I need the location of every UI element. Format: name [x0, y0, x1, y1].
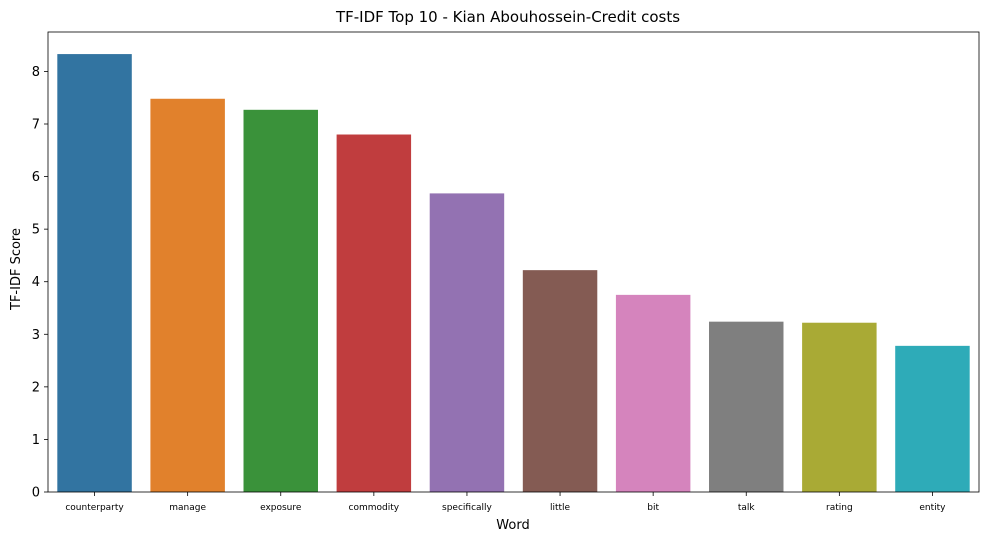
x-tick-label-entity: entity	[919, 503, 946, 513]
bar-counterparty	[57, 54, 132, 492]
bar-manage	[150, 98, 225, 492]
y-tick-label: 7	[32, 118, 40, 133]
bar-specifically	[429, 193, 505, 492]
bar-entity	[895, 345, 970, 492]
chart-title: TF-IDF Top 10 - Kian Abouhossein-Credit …	[335, 8, 680, 26]
y-axis: 0 1 2 3 4 5 6 7 8	[32, 65, 48, 501]
plot-area	[47, 31, 980, 493]
x-tick-label-rating: rating	[826, 503, 853, 513]
y-tick-label: 6	[32, 170, 40, 185]
y-tick-label: 0	[32, 486, 40, 501]
y-axis-label: TF-IDF Score	[9, 228, 24, 311]
y-tick-label: 4	[32, 275, 40, 290]
y-tick-label: 3	[32, 328, 40, 343]
x-tick-label-bit: bit	[647, 503, 659, 513]
x-tick-label-specifically: specifically	[442, 503, 493, 513]
plot-frame	[47, 31, 980, 493]
x-tick-label-counterparty: counterparty	[65, 503, 124, 513]
x-tick-label-commodity: commodity	[349, 503, 400, 513]
y-tick-label: 2	[32, 380, 40, 395]
y-tick-label: 5	[32, 223, 40, 238]
x-tick-label-manage: manage	[169, 503, 206, 513]
x-tick-label-exposure: exposure	[260, 503, 302, 513]
bar-bit	[615, 294, 691, 492]
x-axis: counterparty manage exposure commodity speci…	[65, 492, 946, 513]
bar-commodity	[336, 134, 412, 492]
y-tick-label: 8	[32, 65, 40, 80]
bar-exposure	[243, 109, 318, 492]
bar-talk	[709, 321, 784, 492]
bar-rating	[802, 322, 877, 492]
x-axis-label: Word	[496, 518, 529, 533]
x-tick-label-little: little	[550, 503, 571, 513]
x-tick-label-talk: talk	[738, 503, 756, 513]
bar-little	[522, 270, 598, 492]
y-tick-label: 1	[32, 433, 40, 448]
